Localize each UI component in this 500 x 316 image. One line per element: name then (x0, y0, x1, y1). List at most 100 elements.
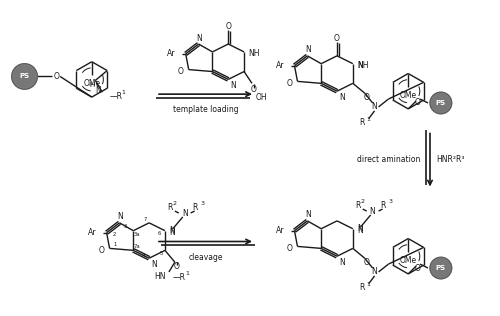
Circle shape (434, 96, 448, 109)
Text: O: O (99, 246, 104, 255)
Text: N: N (96, 86, 101, 95)
Circle shape (438, 266, 443, 270)
Text: OMe: OMe (83, 79, 100, 88)
Circle shape (16, 68, 34, 85)
Text: O: O (414, 99, 420, 107)
Text: Ar: Ar (88, 228, 96, 237)
Circle shape (436, 99, 445, 107)
Text: N: N (357, 226, 362, 235)
Circle shape (13, 65, 36, 88)
Text: HN: HN (154, 272, 166, 281)
Text: N: N (357, 61, 362, 70)
Circle shape (434, 262, 448, 275)
Text: O: O (286, 79, 292, 88)
Text: N: N (169, 228, 174, 237)
Text: N: N (306, 46, 311, 54)
Text: 3: 3 (200, 201, 204, 206)
Text: 2: 2 (173, 201, 177, 206)
Circle shape (440, 102, 442, 104)
Circle shape (20, 73, 28, 80)
Text: R: R (192, 203, 198, 212)
Text: PS: PS (436, 100, 446, 106)
Text: N: N (196, 33, 202, 43)
Text: R: R (360, 283, 364, 292)
Text: N: N (357, 224, 362, 233)
Text: N: N (339, 93, 345, 101)
Circle shape (436, 98, 446, 108)
Circle shape (438, 100, 444, 106)
Text: 2: 2 (113, 232, 116, 237)
Text: cleavage: cleavage (188, 253, 223, 262)
Text: OMe: OMe (400, 256, 417, 265)
Text: 7: 7 (144, 217, 147, 222)
Text: N: N (169, 226, 174, 235)
Text: O: O (251, 85, 257, 94)
Text: N: N (230, 81, 236, 90)
Text: 1: 1 (186, 271, 190, 276)
Text: PS: PS (436, 265, 446, 271)
Text: N: N (372, 102, 378, 112)
Circle shape (438, 101, 443, 105)
Circle shape (17, 69, 32, 84)
Text: Ar: Ar (276, 61, 284, 70)
Circle shape (430, 92, 452, 114)
Text: N: N (151, 260, 157, 269)
Circle shape (436, 264, 445, 272)
Text: O: O (414, 264, 420, 272)
Text: 5: 5 (160, 251, 162, 256)
Circle shape (431, 258, 450, 278)
Circle shape (440, 267, 442, 269)
Text: direct amination: direct amination (356, 155, 420, 164)
Circle shape (432, 94, 450, 112)
Text: N: N (306, 210, 311, 220)
Text: O: O (178, 67, 184, 76)
Text: HNR²R³: HNR²R³ (436, 155, 464, 164)
Text: OMe: OMe (400, 91, 417, 100)
Text: NH: NH (357, 61, 368, 70)
Text: O: O (364, 258, 370, 267)
Text: —R: —R (109, 92, 122, 100)
Text: Ar: Ar (168, 49, 176, 58)
Circle shape (432, 259, 450, 277)
Text: O: O (53, 72, 59, 81)
Circle shape (22, 74, 27, 79)
Circle shape (438, 265, 444, 271)
Circle shape (436, 263, 446, 273)
Circle shape (431, 93, 450, 113)
Text: O: O (364, 93, 370, 101)
Text: 3: 3 (388, 199, 392, 204)
Text: 7a: 7a (134, 244, 140, 249)
Text: NH: NH (248, 49, 260, 58)
Circle shape (430, 257, 452, 279)
Text: —R: —R (173, 273, 186, 283)
Text: 3a: 3a (134, 232, 140, 237)
Text: 1: 1 (121, 90, 125, 95)
Text: O: O (286, 244, 292, 253)
Circle shape (433, 95, 448, 111)
Text: O: O (174, 262, 180, 270)
Text: R: R (168, 203, 173, 212)
Text: 1: 1 (366, 282, 370, 287)
Text: R: R (360, 118, 364, 127)
Text: N: N (339, 258, 345, 267)
Text: O: O (334, 33, 340, 43)
Text: R: R (356, 201, 361, 210)
Text: 1: 1 (114, 242, 117, 247)
Text: N: N (118, 212, 124, 222)
Text: 2: 2 (361, 199, 365, 204)
Circle shape (18, 70, 31, 83)
Text: OH: OH (256, 93, 268, 101)
Text: H: H (90, 82, 95, 88)
Text: O: O (226, 22, 231, 31)
Circle shape (433, 260, 448, 276)
Text: Ar: Ar (276, 226, 284, 235)
Text: 6: 6 (158, 231, 160, 236)
Circle shape (14, 66, 35, 87)
Text: R: R (380, 201, 386, 210)
Text: PS: PS (20, 73, 30, 79)
Text: N: N (370, 207, 376, 216)
Text: 1: 1 (366, 117, 370, 122)
Text: 4: 4 (142, 253, 145, 258)
Circle shape (20, 71, 30, 82)
Circle shape (23, 75, 26, 78)
